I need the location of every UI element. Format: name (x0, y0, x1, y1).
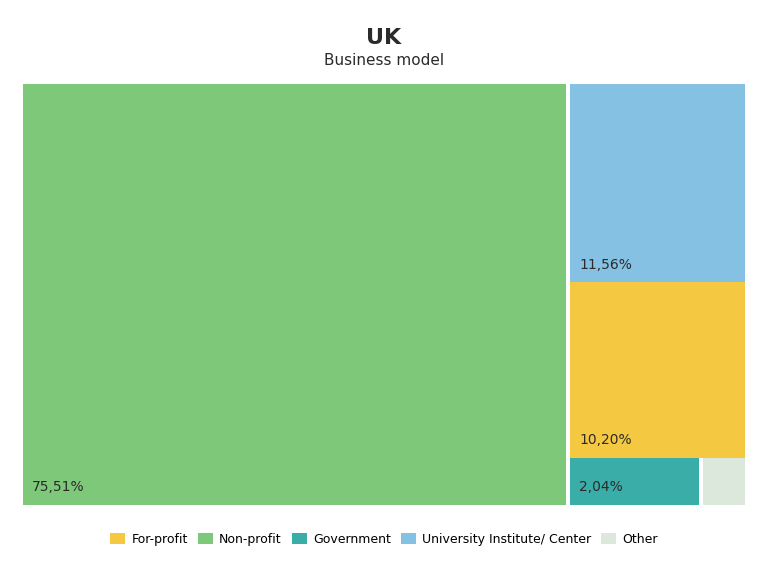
Text: UK: UK (366, 28, 402, 47)
Bar (571, 283, 745, 458)
Bar (23, 84, 566, 505)
Bar (571, 458, 699, 505)
Text: 11,56%: 11,56% (579, 258, 632, 272)
Text: 10,20%: 10,20% (579, 433, 631, 447)
Bar (703, 458, 747, 505)
Bar (571, 84, 745, 283)
Text: 75,51%: 75,51% (31, 480, 84, 494)
Text: 2,04%: 2,04% (579, 480, 623, 494)
Text: Business model: Business model (324, 53, 444, 68)
Legend: For-profit, Non-profit, Government, University Institute/ Center, Other: For-profit, Non-profit, Government, Univ… (105, 528, 663, 551)
